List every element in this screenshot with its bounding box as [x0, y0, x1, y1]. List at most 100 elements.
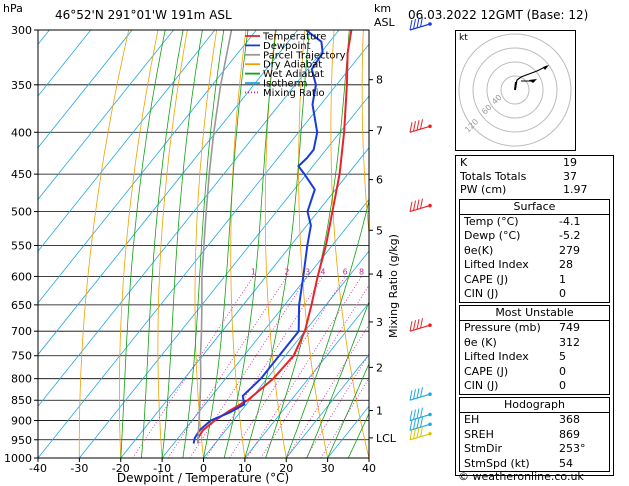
wet-adiabat-line — [223, 30, 277, 458]
temperature-tick-label: 10 — [238, 462, 252, 475]
wind-barb-shaft — [409, 433, 431, 441]
surface-label: CAPE (J) — [464, 272, 509, 286]
copyright-footer: © weatheronline.co.uk — [458, 470, 584, 483]
hodo-value: 368 — [559, 413, 580, 427]
series-temperature-line — [197, 30, 353, 444]
index-label: PW (cm) — [460, 183, 507, 196]
wind-barb-icon — [409, 198, 432, 213]
mixing-ratio-line — [246, 276, 362, 458]
temperature-tick-label: 20 — [279, 462, 293, 475]
mixing-ratio-label: 6 — [343, 267, 348, 276]
isotherm-line — [161, 198, 369, 458]
surface-title: Surface — [460, 200, 609, 215]
most-unstable-title: Most Unstable — [460, 306, 609, 322]
wet-adiabat-line — [120, 30, 166, 458]
index-row: PW (cm) 1.97 — [456, 183, 613, 197]
isotherm-line — [244, 302, 369, 458]
surface-label: θe(K) — [464, 243, 494, 257]
temperature-tick-label: 0 — [200, 462, 207, 475]
wind-barb-flag — [416, 418, 420, 429]
wind-barb-flag — [420, 119, 423, 130]
wind-barb-dot — [428, 412, 432, 417]
hodo-value: 253° — [559, 442, 586, 456]
wind-barb-flag — [413, 200, 416, 211]
dry-adiabat-line — [119, 30, 159, 458]
wind-barb-flag — [420, 426, 423, 437]
mixing-ratio-label: 3 — [305, 267, 310, 276]
dry-adiabat-line — [361, 30, 369, 237]
legend-label: Temperature — [262, 32, 326, 43]
height-tick-label: 6 — [376, 174, 383, 187]
isotherm-line — [38, 30, 340, 407]
wind-barb-dot — [428, 203, 432, 208]
surface-row: Dewp (°C) -5.2 — [460, 229, 609, 244]
wind-barb-flag — [413, 18, 416, 30]
wind-barb-flag — [409, 429, 413, 440]
pressure-tick-label: 950 — [11, 434, 32, 447]
pressure-tick-label: 400 — [11, 126, 32, 139]
wind-barb-shaft — [409, 413, 431, 422]
wind-barbs — [409, 16, 432, 441]
chart-series — [192, 30, 353, 444]
dry-adiabat-line — [230, 30, 247, 458]
wind-barb-dot — [428, 124, 432, 129]
hodograph-box: Hodograph EH 368 SREH 869 StmDir 253° StmSp… — [459, 397, 610, 473]
isotherm-line — [38, 30, 133, 149]
isotherm-line — [38, 30, 216, 252]
legend-label: Parcel Trajectory — [263, 50, 346, 61]
most-unstable-box: Most Unstable Pressure (mb) 749 θe (K) 312… — [459, 305, 610, 396]
chart-axes: 3003504004505005506006507007508008509009… — [4, 24, 397, 475]
hodo-label: SREH — [464, 427, 494, 441]
pressure-tick-label: 300 — [11, 24, 32, 37]
wind-barb-flag — [420, 417, 423, 428]
hodograph-ring — [500, 75, 530, 105]
wind-barb-flag — [416, 120, 420, 131]
height-tick-label: 7 — [376, 124, 383, 137]
wind-barb-flag — [409, 122, 413, 133]
surface-value: 28 — [559, 258, 573, 272]
pressure-tick-label: 800 — [11, 373, 32, 386]
index-row: K 19 — [456, 156, 613, 170]
series-parcel-trajectory-line — [197, 30, 233, 444]
wind-barb-flag — [416, 427, 420, 438]
mu-value: 0 — [559, 364, 566, 378]
wet-adiabat-line — [161, 30, 203, 458]
temperature-tick-label: -40 — [29, 462, 47, 475]
hodo-row: SREH 869 — [460, 428, 609, 443]
mu-row: Lifted Index 5 — [460, 350, 609, 365]
surface-box: Surface Temp (°C) -4.1 Dewp (°C) -5.2 θe(K… — [459, 198, 610, 304]
mixing-ratio-line — [205, 276, 324, 458]
surface-label: Temp (°C) — [464, 214, 519, 228]
dry-adiabat-line — [78, 30, 130, 458]
surface-label: Dewp (°C) — [464, 229, 521, 243]
temperature-tick-label: -10 — [153, 462, 171, 475]
isotherm-line — [120, 147, 369, 458]
wind-barb-flag — [409, 19, 413, 31]
mu-label: CAPE (J) — [464, 364, 509, 378]
wet-adiabat-line — [285, 198, 369, 458]
surface-value: 279 — [559, 243, 580, 257]
index-label: K — [460, 156, 468, 169]
pressure-unit-label: hPa — [3, 2, 23, 15]
mu-label: CIN (J) — [464, 379, 499, 393]
wind-barb-icon — [409, 417, 432, 431]
mu-label: θe (K) — [464, 335, 497, 349]
pressure-tick-label: 850 — [11, 394, 32, 407]
wind-barb-icon — [409, 407, 432, 422]
surface-row: θe(K) 279 — [460, 244, 609, 259]
indices-panel: K 19 Totals Totals 37 PW (cm) 1.97 Surface … — [455, 155, 614, 477]
mu-value: 312 — [559, 335, 580, 349]
legend-label: Isotherm — [263, 79, 307, 90]
wet-adiabat-line — [141, 30, 184, 458]
wind-barb-shaft — [409, 205, 431, 213]
wind-barb-dot — [428, 392, 432, 397]
wind-barb-flag — [420, 198, 423, 209]
hodograph-unit: kt — [459, 33, 468, 43]
isotherm-line — [79, 95, 369, 458]
wind-barb-dot — [428, 22, 432, 26]
hodograph-table-title: Hodograph — [460, 398, 609, 414]
mixing-ratio-label: 20 — [412, 267, 422, 276]
wind-barb-flag — [416, 319, 420, 330]
height-tick-label: 3 — [376, 316, 383, 329]
wind-barb-flag — [416, 17, 420, 29]
